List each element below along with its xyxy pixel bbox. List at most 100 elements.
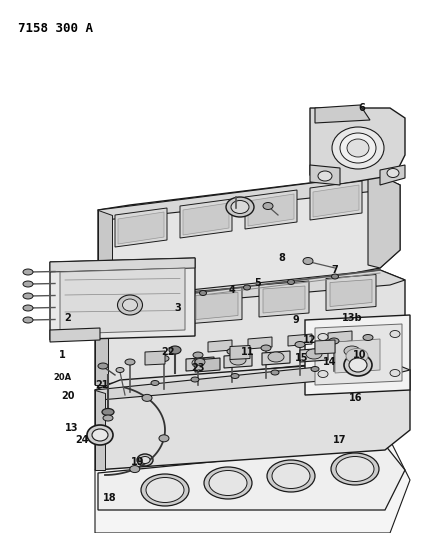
Ellipse shape: [199, 290, 206, 295]
Text: 13: 13: [65, 423, 79, 433]
Polygon shape: [95, 270, 405, 310]
Polygon shape: [60, 268, 185, 334]
Ellipse shape: [204, 467, 252, 499]
Ellipse shape: [137, 454, 153, 466]
Polygon shape: [310, 165, 340, 185]
Ellipse shape: [329, 338, 339, 344]
Ellipse shape: [332, 274, 339, 279]
Ellipse shape: [23, 305, 33, 311]
Ellipse shape: [268, 352, 284, 362]
Ellipse shape: [191, 377, 199, 382]
Polygon shape: [98, 175, 400, 320]
Ellipse shape: [363, 335, 373, 341]
Ellipse shape: [227, 349, 237, 354]
Text: 10: 10: [353, 350, 367, 360]
Polygon shape: [50, 258, 195, 340]
Ellipse shape: [193, 352, 203, 358]
Polygon shape: [183, 203, 229, 235]
Text: 13b: 13b: [342, 313, 363, 323]
Ellipse shape: [318, 334, 328, 341]
Polygon shape: [195, 358, 220, 372]
Polygon shape: [288, 334, 312, 346]
Polygon shape: [192, 287, 242, 324]
Ellipse shape: [231, 374, 239, 378]
Ellipse shape: [349, 358, 367, 372]
Ellipse shape: [318, 370, 328, 377]
Polygon shape: [259, 281, 309, 317]
Ellipse shape: [303, 257, 313, 264]
Polygon shape: [98, 175, 400, 220]
Text: 23: 23: [191, 363, 205, 373]
Ellipse shape: [92, 429, 108, 441]
Polygon shape: [315, 340, 335, 354]
Polygon shape: [95, 360, 410, 470]
Polygon shape: [50, 328, 100, 342]
Polygon shape: [95, 440, 410, 533]
Polygon shape: [338, 345, 366, 359]
Text: 7158 300 A: 7158 300 A: [18, 22, 93, 35]
Ellipse shape: [112, 302, 119, 306]
Polygon shape: [95, 360, 410, 400]
Polygon shape: [115, 208, 167, 247]
Text: 7: 7: [332, 265, 339, 275]
Ellipse shape: [195, 359, 205, 366]
Text: 14: 14: [323, 357, 337, 367]
Polygon shape: [380, 165, 405, 185]
Ellipse shape: [231, 200, 249, 214]
Ellipse shape: [23, 281, 33, 287]
Polygon shape: [245, 190, 297, 229]
Ellipse shape: [142, 394, 152, 401]
Text: 19: 19: [131, 457, 145, 467]
Ellipse shape: [261, 345, 271, 351]
Polygon shape: [180, 199, 232, 238]
Polygon shape: [125, 294, 175, 330]
Ellipse shape: [387, 168, 399, 177]
Polygon shape: [230, 345, 250, 359]
Ellipse shape: [344, 354, 372, 376]
Text: 9: 9: [293, 315, 299, 325]
Ellipse shape: [332, 127, 384, 169]
Ellipse shape: [295, 342, 305, 348]
Polygon shape: [95, 300, 108, 385]
Ellipse shape: [272, 464, 310, 489]
Polygon shape: [310, 108, 405, 185]
Polygon shape: [328, 331, 352, 343]
Ellipse shape: [209, 471, 247, 496]
Ellipse shape: [271, 370, 279, 375]
Polygon shape: [368, 175, 400, 268]
Ellipse shape: [116, 367, 124, 373]
Ellipse shape: [23, 317, 33, 323]
Ellipse shape: [192, 358, 208, 368]
Text: 12: 12: [303, 335, 317, 345]
Polygon shape: [248, 337, 272, 349]
Text: 1: 1: [59, 350, 65, 360]
Ellipse shape: [103, 415, 113, 421]
Ellipse shape: [23, 269, 33, 275]
Polygon shape: [248, 194, 294, 226]
Ellipse shape: [347, 139, 369, 157]
Ellipse shape: [23, 293, 33, 299]
Ellipse shape: [390, 369, 400, 376]
Ellipse shape: [151, 381, 159, 385]
Ellipse shape: [140, 456, 150, 464]
Polygon shape: [129, 299, 171, 326]
Polygon shape: [98, 445, 405, 510]
Polygon shape: [313, 185, 359, 217]
Ellipse shape: [306, 349, 322, 359]
Text: 2: 2: [65, 313, 71, 323]
Polygon shape: [315, 324, 402, 385]
Polygon shape: [305, 315, 410, 395]
Polygon shape: [330, 279, 372, 306]
Text: 24: 24: [75, 435, 89, 445]
Polygon shape: [95, 390, 105, 470]
Ellipse shape: [244, 285, 250, 290]
Ellipse shape: [159, 356, 169, 361]
Polygon shape: [326, 274, 376, 311]
Ellipse shape: [118, 295, 143, 315]
Ellipse shape: [263, 203, 273, 209]
Polygon shape: [145, 351, 165, 365]
Ellipse shape: [346, 349, 368, 364]
Ellipse shape: [226, 197, 254, 217]
Text: 3: 3: [175, 303, 181, 313]
Ellipse shape: [311, 367, 319, 372]
